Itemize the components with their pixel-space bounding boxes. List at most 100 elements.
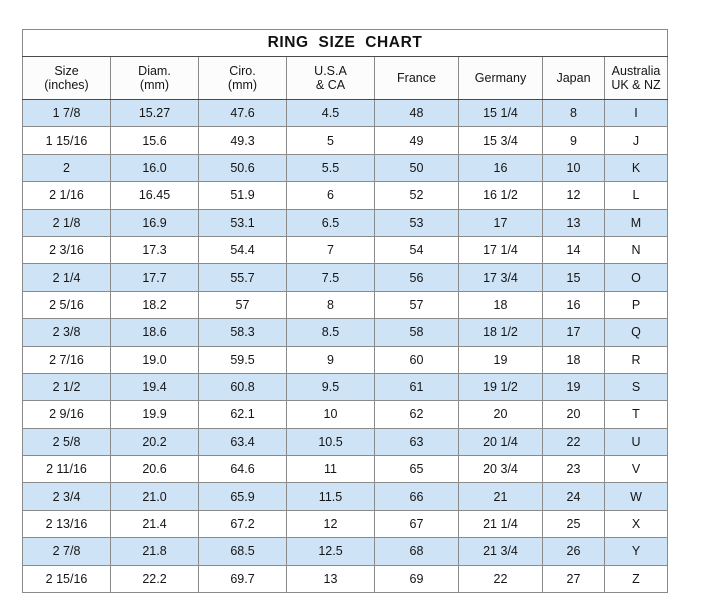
cell-r9-c6: 18 (542, 345, 605, 374)
cell-r1-c3: 5 (286, 126, 375, 155)
cell-r11-c0: 2 9/16 (22, 400, 111, 429)
cell-r15-c5: 21 1/4 (458, 509, 543, 539)
cell-r0-c2: 47.6 (198, 98, 287, 128)
cell-r7-c4: 57 (374, 290, 459, 320)
cell-r15-c0: 2 13/16 (22, 509, 111, 539)
table-row: 2 15/16 22.2 69.7 13 69 22 27 Z (22, 564, 668, 593)
cell-r2-c5: 16 (458, 153, 543, 183)
cell-r16-c3: 12.5 (286, 537, 375, 566)
cell-r6-c4: 56 (374, 263, 459, 292)
cell-r12-c6: 22 (542, 427, 605, 457)
cell-r14-c2: 65.9 (198, 482, 287, 511)
cell-r12-c0: 2 5/8 (22, 427, 111, 457)
cell-r15-c4: 67 (374, 509, 459, 539)
ring-size-chart-container: RING SIZE CHART Size (inches) Diam. (mm) Cir… (22, 29, 668, 593)
cell-r12-c5: 20 1/4 (458, 427, 543, 457)
cell-r4-c5: 17 (458, 208, 543, 237)
table-row: 2 1/2 19.4 60.8 9.5 61 19 1/2 19 S (22, 372, 668, 402)
cell-r14-c6: 24 (542, 482, 605, 511)
cell-r11-c6: 20 (542, 400, 605, 429)
cell-r12-c7: U (604, 427, 668, 457)
column-header-7: Australia UK & NZ (604, 56, 668, 100)
cell-r9-c1: 19.0 (110, 345, 199, 374)
cell-r11-c2: 62.1 (198, 400, 287, 429)
cell-r0-c5: 15 1/4 (458, 98, 543, 128)
cell-r17-c3: 13 (286, 564, 375, 593)
table-row: 2 16.0 50.6 5.5 50 16 10 K (22, 153, 668, 183)
column-header-2: Ciro. (mm) (198, 56, 287, 100)
cell-r9-c3: 9 (286, 345, 375, 374)
cell-r14-c4: 66 (374, 482, 459, 511)
cell-r7-c0: 2 5/16 (22, 290, 111, 320)
table-row: 1 15/16 15.6 49.3 5 49 15 3/4 9 J (22, 126, 668, 155)
cell-r8-c4: 58 (374, 318, 459, 347)
cell-r7-c1: 18.2 (110, 290, 199, 320)
cell-r1-c4: 49 (374, 126, 459, 155)
column-header-line1: U.S.A (314, 63, 347, 78)
cell-r8-c2: 58.3 (198, 318, 287, 347)
cell-r10-c6: 19 (542, 372, 605, 402)
cell-r2-c2: 50.6 (198, 153, 287, 183)
cell-r8-c3: 8.5 (286, 318, 375, 347)
cell-r8-c1: 18.6 (110, 318, 199, 347)
cell-r6-c3: 7.5 (286, 263, 375, 292)
cell-r10-c0: 2 1/2 (22, 372, 111, 402)
column-header-5: Germany (458, 56, 543, 100)
table-row: 1 7/8 15.27 47.6 4.5 48 15 1/4 8 I (22, 98, 668, 128)
cell-r16-c6: 26 (542, 537, 605, 566)
cell-r4-c4: 53 (374, 208, 459, 237)
cell-r10-c7: S (604, 372, 668, 402)
cell-r12-c1: 20.2 (110, 427, 199, 457)
cell-r14-c5: 21 (458, 482, 543, 511)
cell-r1-c1: 15.6 (110, 126, 199, 155)
cell-r2-c4: 50 (374, 153, 459, 183)
cell-r15-c6: 25 (542, 509, 605, 539)
cell-r16-c0: 2 7/8 (22, 537, 111, 566)
cell-r3-c4: 52 (374, 181, 459, 210)
cell-r17-c0: 2 15/16 (22, 564, 111, 593)
cell-r13-c4: 65 (374, 455, 459, 484)
cell-r8-c6: 17 (542, 318, 605, 347)
cell-r7-c6: 16 (542, 290, 605, 320)
cell-r16-c5: 21 3/4 (458, 537, 543, 566)
table-row: 2 7/8 21.8 68.5 12.5 68 21 3/4 26 Y (22, 537, 668, 566)
cell-r2-c7: K (604, 153, 668, 183)
cell-r7-c2: 57 (198, 290, 287, 320)
cell-r4-c2: 53.1 (198, 208, 287, 237)
cell-r17-c6: 27 (542, 564, 605, 593)
cell-r9-c7: R (604, 345, 668, 374)
cell-r3-c2: 51.9 (198, 181, 287, 210)
cell-r15-c2: 67.2 (198, 509, 287, 539)
cell-r15-c7: X (604, 509, 668, 539)
cell-r13-c0: 2 11/16 (22, 455, 111, 484)
table-row: 2 1/8 16.9 53.1 6.5 53 17 13 M (22, 208, 668, 237)
cell-r13-c5: 20 3/4 (458, 455, 543, 484)
column-header-line1: Germany (474, 70, 527, 85)
table-row: 2 13/16 21.4 67.2 12 67 21 1/4 25 X (22, 509, 668, 539)
cell-r12-c3: 10.5 (286, 427, 375, 457)
cell-r5-c4: 54 (374, 235, 459, 265)
cell-r0-c1: 15.27 (110, 98, 199, 128)
column-header-line1: Australia (611, 63, 661, 78)
cell-r0-c3: 4.5 (286, 98, 375, 128)
table-row: 2 7/16 19.0 59.5 9 60 19 18 R (22, 345, 668, 374)
cell-r14-c7: W (604, 482, 668, 511)
column-header-line2: (mm) (227, 78, 258, 92)
cell-r11-c4: 62 (374, 400, 459, 429)
column-header-line2: (mm) (139, 78, 170, 92)
column-header-line1: Diam. (138, 63, 171, 78)
cell-r1-c0: 1 15/16 (22, 126, 111, 155)
column-header-4: France (374, 56, 459, 100)
cell-r4-c1: 16.9 (110, 208, 199, 237)
cell-r0-c6: 8 (542, 98, 605, 128)
cell-r5-c5: 17 1/4 (458, 235, 543, 265)
cell-r9-c4: 60 (374, 345, 459, 374)
column-header-3: U.S.A & CA (286, 56, 375, 100)
cell-r0-c0: 1 7/8 (22, 98, 111, 128)
cell-r3-c5: 16 1/2 (458, 181, 543, 210)
cell-r11-c3: 10 (286, 400, 375, 429)
cell-r9-c5: 19 (458, 345, 543, 374)
chart-title: RING SIZE CHART (267, 34, 423, 51)
cell-r17-c5: 22 (458, 564, 543, 593)
cell-r5-c0: 2 3/16 (22, 235, 111, 265)
